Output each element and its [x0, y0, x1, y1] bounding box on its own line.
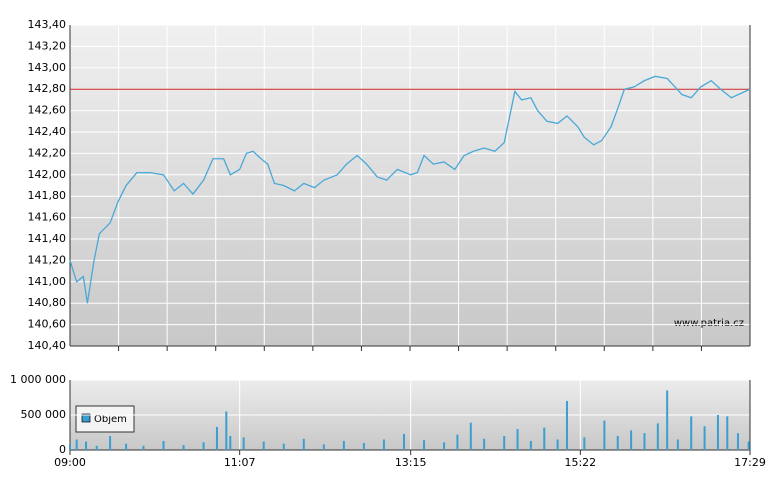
- y-tick-label: 143,40: [28, 18, 67, 31]
- x-tick-label: 15:22: [564, 456, 596, 469]
- legend-label: Objem: [94, 414, 127, 425]
- x-tick-label: 09:00: [54, 456, 86, 469]
- volume-bar: [125, 443, 128, 450]
- y-tick-label: 141,60: [28, 211, 67, 224]
- volume-bar: [402, 433, 405, 450]
- volume-bar: [666, 390, 669, 450]
- volume-bar: [503, 436, 506, 450]
- y-tick-label: 140,80: [28, 296, 67, 309]
- volume-bar: [726, 416, 729, 450]
- volume-bar: [643, 433, 646, 450]
- volume-bar: [109, 436, 112, 450]
- volume-bar: [85, 441, 88, 450]
- volume-bar: [75, 439, 78, 450]
- x-tick-label: 13:15: [395, 456, 427, 469]
- y-tick-label: 143,20: [28, 39, 67, 52]
- y-tick-label: 142,20: [28, 146, 67, 159]
- y-tick-label: 142,80: [28, 82, 67, 95]
- volume-bar: [716, 415, 719, 450]
- volume-bar: [95, 445, 98, 450]
- volume-bar: [282, 443, 285, 450]
- volume-bar: [443, 442, 446, 450]
- y-tick-label: 140,40: [28, 339, 67, 352]
- x-tick-label: 11:07: [224, 456, 256, 469]
- volume-bar: [703, 426, 706, 450]
- y-tick-label: 142,60: [28, 104, 67, 117]
- volume-bar: [302, 438, 305, 450]
- price-line: [69, 75, 751, 304]
- volume-bar: [69, 444, 71, 450]
- y-tick-label: 141,00: [28, 275, 67, 288]
- volume-bar: [556, 439, 559, 450]
- y-tick-label: 141,20: [28, 253, 67, 266]
- volume-bar: [603, 420, 606, 450]
- volume-bar: [630, 430, 633, 450]
- volume-bar: [225, 411, 228, 450]
- watermark: www.patria.cz: [674, 318, 744, 329]
- volume-bar: [529, 440, 532, 450]
- volume-bar: [382, 439, 385, 450]
- volume-bar: [215, 426, 218, 450]
- y-tick-label: 141,40: [28, 232, 67, 245]
- volume-bar: [202, 442, 205, 450]
- volume-bar: [262, 441, 265, 450]
- volume-bar: [182, 445, 185, 450]
- volume-bar: [543, 427, 546, 450]
- volume-bar: [583, 437, 586, 450]
- grid: [118, 25, 702, 351]
- x-tick-label: 17:29: [734, 456, 766, 469]
- volume-bar: [690, 416, 693, 450]
- y-tick-label: 500 000: [21, 408, 67, 421]
- volume-bar: [229, 436, 232, 450]
- y-tick-label: 1 000 000: [10, 373, 66, 386]
- volume-bar: [423, 440, 426, 450]
- y-tick-label: 140,60: [28, 318, 67, 331]
- volume-bar: [656, 423, 659, 450]
- legend-swatch: [81, 413, 91, 423]
- volume-bar: [616, 436, 619, 450]
- volume-bar: [676, 439, 679, 450]
- volume-bar: [736, 433, 739, 450]
- legend: Objem: [75, 405, 135, 433]
- volume-bar: [142, 445, 145, 450]
- y-tick-label: 143,00: [28, 61, 67, 74]
- volume-bar: [362, 443, 365, 450]
- volume-bar: [469, 422, 472, 450]
- volume-bar: [483, 438, 486, 450]
- y-tick-label: 0: [59, 443, 66, 456]
- y-tick-label: 141,80: [28, 189, 67, 202]
- volume-bar: [516, 429, 519, 450]
- volume-bar: [565, 401, 568, 450]
- volume-bar: [162, 440, 165, 450]
- volume-bar: [456, 434, 459, 450]
- y-tick-label: 142,40: [28, 125, 67, 138]
- volume-bar: [342, 440, 345, 450]
- volume-bar: [242, 437, 245, 450]
- volume-bar: [322, 444, 325, 450]
- volume-bar: [747, 441, 750, 450]
- y-tick-label: 142,00: [28, 168, 67, 181]
